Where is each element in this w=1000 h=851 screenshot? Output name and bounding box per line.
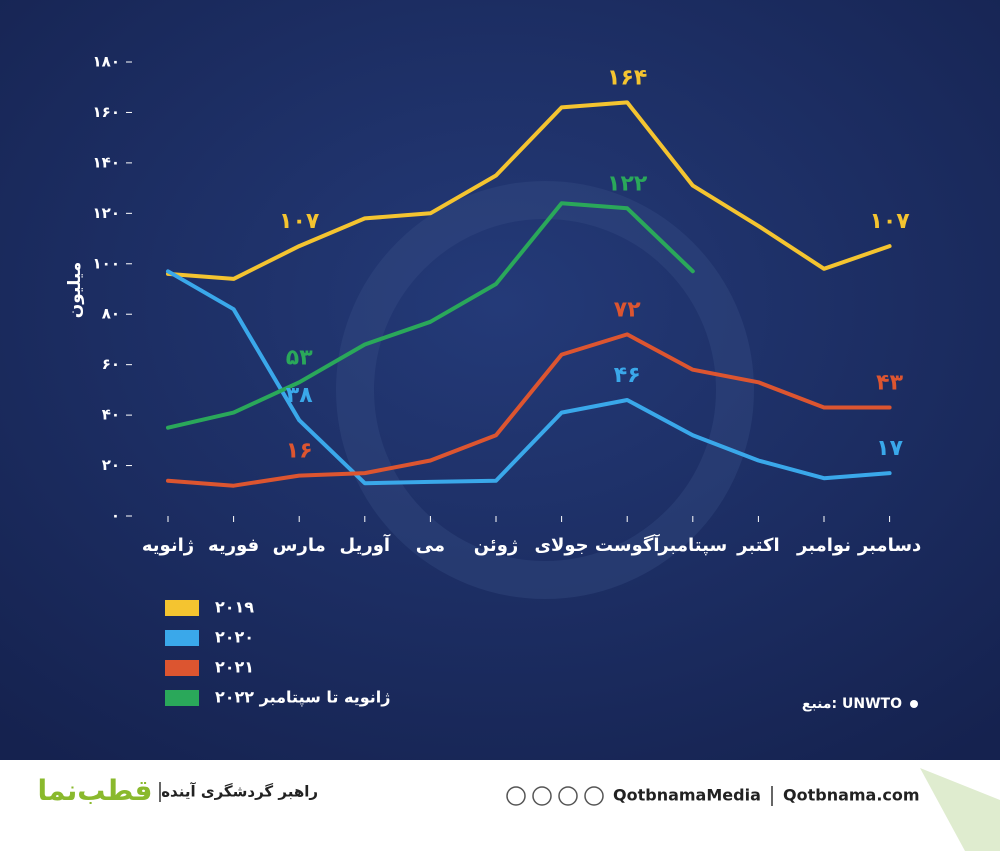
x-tick-label: جولای xyxy=(535,535,589,556)
x-tick-label: آگوست xyxy=(595,533,661,556)
y-axis-label: میلیون xyxy=(65,262,85,319)
legend-label: ۲۰۲۱ xyxy=(215,658,254,677)
legend-label: ۲۰۱۹ xyxy=(215,598,254,617)
icon-instagram[interactable] xyxy=(584,786,604,806)
brand-logo: قطب‌نما xyxy=(37,774,152,807)
x-tick-label: اکتبر xyxy=(736,535,780,556)
legend-label: ژانویه تا سپتامبر ۲۰۲۲ xyxy=(215,688,390,708)
y-tick-label: ۲۰ xyxy=(102,456,120,474)
y-tick-label: ۱۰۰ xyxy=(93,254,120,272)
icon-linkedin[interactable] xyxy=(558,786,578,806)
background xyxy=(0,0,1000,760)
footer-decoration xyxy=(920,768,1000,851)
x-tick-label: فوریه xyxy=(208,535,259,556)
legend-swatch xyxy=(165,660,199,676)
source: منبع: UNWTO xyxy=(802,696,902,712)
series-line xyxy=(166,269,892,486)
legend-swatch xyxy=(165,690,199,706)
x-tick-label: ژانویه xyxy=(142,535,194,556)
icon-twitter[interactable] xyxy=(506,786,526,806)
data-label: ۳۸ xyxy=(286,383,313,408)
data-label: ۱۷ xyxy=(876,436,903,461)
x-tick-label: آوریل xyxy=(340,533,391,556)
y-tick-label: ۴۰ xyxy=(102,406,120,424)
series-line xyxy=(166,332,892,488)
legend-swatch xyxy=(165,600,199,616)
tagline: راهبر گردشگری آینده xyxy=(161,783,318,801)
x-tick-label: دسامبر xyxy=(857,535,921,556)
website[interactable]: Qotbnama.com xyxy=(783,786,920,805)
x-tick-label: ژوئن xyxy=(474,535,519,556)
watermark xyxy=(336,181,754,599)
x-tick-label: می xyxy=(416,535,445,556)
source-bullet xyxy=(910,700,918,708)
footer-background xyxy=(0,760,1000,851)
x-tick-label: نوامبر xyxy=(796,535,851,556)
data-label: ۱۰۷ xyxy=(869,209,910,234)
y-tick-label: ۱۸۰ xyxy=(93,53,120,71)
y-tick-label: ۱۲۰ xyxy=(93,204,120,222)
icon-telegram[interactable] xyxy=(532,786,552,806)
social-handle: QotbnamaMedia xyxy=(613,786,761,805)
data-label: ۴۳ xyxy=(876,371,903,396)
data-label: ۱۲۲ xyxy=(607,171,648,196)
y-tick-label: ۸۰ xyxy=(102,305,120,323)
data-label: ۱۶ xyxy=(286,439,313,464)
y-tick-label: ۶۰ xyxy=(102,355,120,373)
data-label: ۱۰۷ xyxy=(279,209,320,234)
legend-swatch xyxy=(165,630,199,646)
data-label: ۱۶۴ xyxy=(607,65,647,90)
y-tick-label: ۰ xyxy=(111,507,120,525)
y-tick-label: ۱۴۰ xyxy=(93,153,120,171)
y-tick-label: ۱۶۰ xyxy=(93,103,120,121)
data-label: ۴۶ xyxy=(614,363,641,388)
x-tick-label: مارس xyxy=(273,535,326,556)
series-line xyxy=(166,201,695,430)
x-tick-label: سپتامبر xyxy=(657,535,727,556)
social-icons xyxy=(506,786,604,806)
legend-label: ۲۰۲۰ xyxy=(215,628,254,647)
data-label: ۵۳ xyxy=(286,345,313,370)
series-line xyxy=(166,100,892,281)
data-label: ۷۲ xyxy=(614,297,641,322)
